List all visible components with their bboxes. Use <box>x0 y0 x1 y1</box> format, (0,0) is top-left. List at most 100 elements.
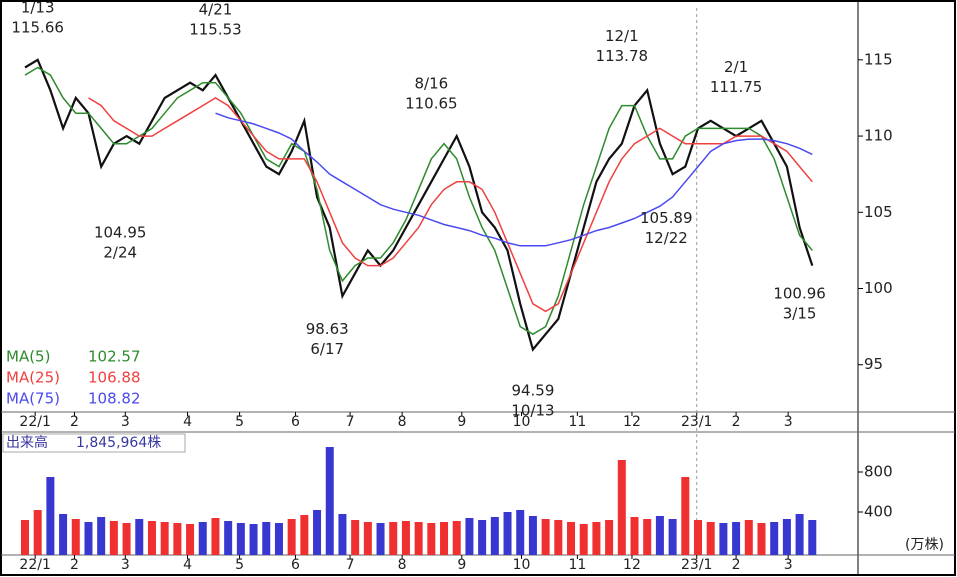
volume-bar <box>147 521 156 555</box>
volume-bar <box>732 522 741 555</box>
volume-bar <box>770 522 779 555</box>
volume-bar <box>249 524 258 555</box>
legend-value: 106.88 <box>88 369 141 387</box>
x-tick-label: 12 <box>623 414 641 430</box>
volume-bar <box>465 518 474 555</box>
volume-bar <box>97 517 106 555</box>
volume-bar <box>592 522 601 555</box>
annotation-value: 111.75 <box>710 78 763 96</box>
annotation-date: 12/22 <box>645 229 688 247</box>
annotation-date: 2/1 <box>724 58 748 76</box>
x-tick-label: 9 <box>457 557 466 573</box>
annotation-date: 6/17 <box>310 340 344 358</box>
volume-bar <box>516 510 525 555</box>
volume-bar <box>440 522 449 555</box>
annotation-value: 94.59 <box>511 381 554 399</box>
volume-bar <box>33 510 42 555</box>
volume-bar <box>236 523 245 555</box>
volume-bar <box>630 517 639 555</box>
volume-bar <box>452 521 461 555</box>
annotation-value: 105.89 <box>640 209 693 227</box>
volume-bar <box>744 520 753 555</box>
volume-bar <box>643 519 652 555</box>
volume-bar <box>567 522 576 555</box>
volume-bar <box>427 523 436 555</box>
y-tick-label: 800 <box>864 463 893 481</box>
ma-line <box>215 112 813 247</box>
x-tick-label: 3 <box>121 557 130 573</box>
volume-bar <box>173 523 182 555</box>
volume-bar <box>224 521 233 555</box>
volume-bar <box>109 521 118 555</box>
volume-bar <box>376 523 385 555</box>
volume-bar <box>668 519 677 555</box>
annotation-value: 113.78 <box>596 47 649 65</box>
x-tick-label: 8 <box>398 414 407 430</box>
volume-bar <box>706 522 715 555</box>
x-tick-label: 7 <box>346 414 355 430</box>
x-tick-label: 11 <box>568 557 586 573</box>
x-tick-label: 6 <box>291 557 300 573</box>
volume-bar <box>160 522 169 555</box>
volume-bar <box>528 516 537 555</box>
x-tick-label: 4 <box>183 414 192 430</box>
volume-bar <box>694 520 702 555</box>
x-tick-label: 8 <box>398 557 407 573</box>
ma-line <box>88 97 813 313</box>
volume-bar <box>401 521 410 555</box>
plot <box>20 8 863 559</box>
volume-bar <box>313 510 322 555</box>
x-tick-label: 10 <box>513 557 531 573</box>
volume-bar <box>122 523 131 555</box>
annotation-value: 104.95 <box>94 224 147 242</box>
annotation-value: 100.96 <box>773 284 826 302</box>
x-tick-label: 23/1 <box>681 414 712 430</box>
volume-bar <box>541 519 550 555</box>
x-tick-label: 6 <box>291 414 300 430</box>
volume-bar <box>414 522 423 555</box>
annotation-date: 10/13 <box>511 401 554 419</box>
volume-total: 1,845,964株 <box>76 435 161 451</box>
annotation-date: 2/24 <box>103 244 137 262</box>
volume-bar <box>757 523 766 555</box>
legend-value: 108.82 <box>88 390 141 408</box>
volume-label: 出来高 <box>6 434 48 451</box>
x-tick-label: 22/1 <box>19 557 50 573</box>
volume-bar <box>59 514 68 555</box>
legend-box <box>3 346 179 410</box>
volume-bar <box>300 515 309 555</box>
volume-bar <box>389 522 398 555</box>
annotation-value: 110.65 <box>405 95 458 113</box>
annotation-date: 12/1 <box>605 27 639 45</box>
x-tick-label: 2 <box>70 557 79 573</box>
volume-bar <box>503 512 512 555</box>
y-tick-label: 105 <box>864 203 893 221</box>
volume-bar <box>84 522 93 555</box>
volume-bar <box>490 517 499 555</box>
y-tick-label: 110 <box>864 127 893 145</box>
x-tick-label: 3 <box>121 414 130 430</box>
x-tick-label: 11 <box>568 414 586 430</box>
annotation-date: 3/15 <box>783 304 817 322</box>
annotation-value: 115.53 <box>189 20 242 38</box>
legend-name: MA(25) <box>6 369 60 387</box>
volume-box <box>2 433 186 453</box>
x-tick-label: 2 <box>70 414 79 430</box>
volume-bar <box>795 514 804 555</box>
volume-bar <box>655 516 664 555</box>
volume-bar <box>782 519 791 555</box>
volume-bar <box>617 460 626 555</box>
legend-name: MA(5) <box>6 348 50 366</box>
volume-bar <box>681 477 690 555</box>
volume-bar <box>186 524 195 555</box>
annotation-date: 4/21 <box>199 0 233 18</box>
x-tick-label: 9 <box>457 414 466 430</box>
volume-bar <box>579 524 588 555</box>
volume-bar <box>554 520 563 555</box>
volume-unit: (万株) <box>905 537 944 553</box>
volume-bar <box>20 520 29 555</box>
x-tick-label: 3 <box>784 414 793 430</box>
x-tick-label: 7 <box>346 557 355 573</box>
